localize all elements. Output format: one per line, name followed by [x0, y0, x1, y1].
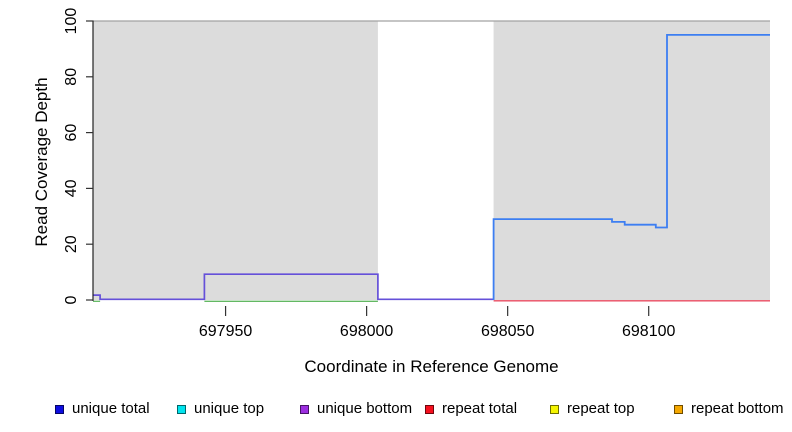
shaded-region-left: [93, 21, 378, 300]
x-axis-title: Coordinate in Reference Genome: [304, 357, 559, 376]
x-tick-label: 697950: [199, 323, 252, 340]
y-axis: 0 20 40 60 80 100: [63, 8, 93, 304]
y-tick-label: 100: [63, 8, 80, 35]
y-tick-label: 60: [63, 124, 80, 142]
x-tick-label: 698050: [481, 323, 534, 340]
y-tick-label: 80: [63, 68, 80, 86]
x-axis: 697950 698000 698050 698100: [199, 306, 676, 340]
x-tick-label: 698100: [622, 323, 675, 340]
shaded-region-right: [493, 21, 770, 300]
y-tick-label: 40: [63, 179, 80, 197]
y-tick-label: 20: [63, 235, 80, 253]
x-tick-label: 698000: [340, 323, 393, 340]
series-unique-total-right: [492, 34, 770, 300]
y-tick-label: 0: [63, 295, 80, 304]
series-unique-coverage-left: [93, 273, 494, 301]
y-axis-title: Read Coverage Depth: [32, 77, 51, 247]
